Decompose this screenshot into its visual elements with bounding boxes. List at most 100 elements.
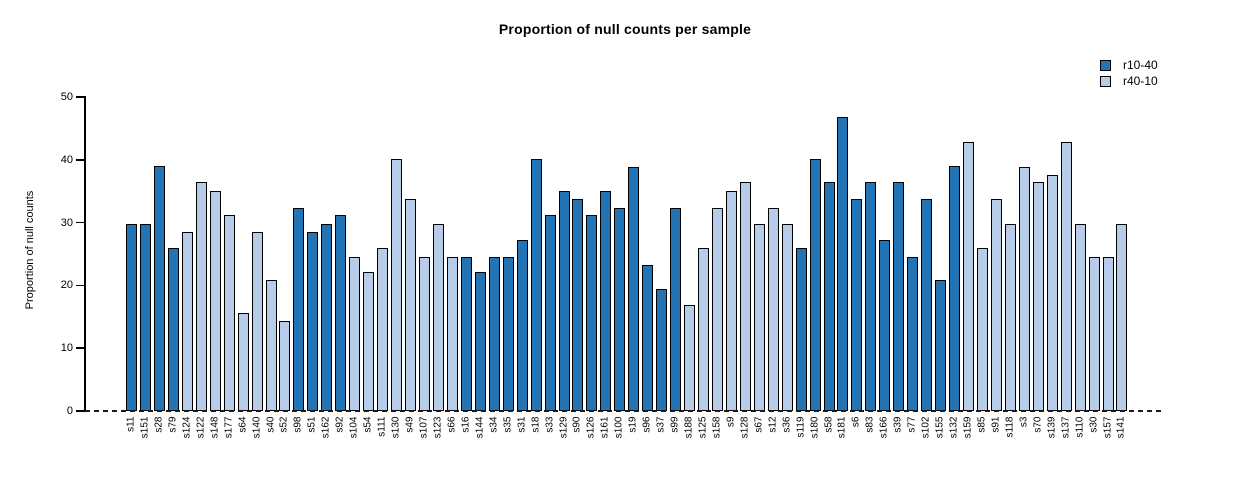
x-tick-label-s18: s18: [530, 416, 541, 433]
x-tick-label-s181: s181: [836, 416, 848, 438]
x-tick-label-s49: s49: [404, 416, 416, 433]
bar-s39: [893, 182, 905, 411]
bar-s177: [223, 215, 235, 411]
x-tick-label-s30: s30: [1088, 416, 1099, 433]
bar-s18: [530, 158, 542, 411]
bar-s130: [391, 158, 403, 411]
x-tick-label-s132: s132: [948, 416, 960, 438]
x-tick-label-s151: s151: [139, 416, 151, 438]
x-tick-label-s54: s54: [362, 416, 374, 433]
y-axis-tick: [76, 96, 84, 98]
bar-s132: [949, 166, 960, 411]
chart-title: Proportion of null counts per sample: [498, 21, 752, 37]
bar-s51: [307, 232, 319, 411]
bar-s28: [153, 166, 165, 411]
x-tick-label-s162: s162: [320, 416, 332, 438]
bar-s77: [907, 257, 919, 411]
x-tick-label-s90: s90: [571, 416, 583, 433]
x-tick-label-s111: s111: [376, 416, 388, 437]
bar-s52: [279, 321, 291, 411]
bar-s139: [1046, 174, 1058, 411]
x-tick-label-s3: s3: [1018, 416, 1030, 427]
x-tick-label-s102: s102: [920, 416, 932, 438]
x-tick-label-s107: s107: [418, 416, 430, 438]
bar-s188: [684, 304, 695, 411]
bar-s180: [809, 158, 821, 411]
x-tick-label-s119: s119: [795, 416, 807, 437]
bar-s110: [1074, 223, 1086, 411]
bar-s31: [516, 239, 528, 411]
x-tick-label-s129: s129: [558, 416, 569, 438]
x-tick-label-s158: s158: [711, 416, 723, 438]
x-tick-label-s6: s6: [850, 416, 862, 427]
x-tick-label-s66: s66: [446, 416, 458, 433]
bar-s166: [879, 239, 891, 411]
x-tick-label-s188: s188: [683, 416, 695, 438]
legend-swatch-r10-40-icon: [1100, 59, 1111, 71]
bar-s58: [823, 182, 835, 411]
bar-s137: [1060, 141, 1072, 411]
x-tick-label-s148: s148: [209, 416, 221, 438]
x-tick-label-s28: s28: [153, 416, 165, 433]
y-axis-tick: [76, 410, 84, 412]
x-tick-label-s67: s67: [753, 416, 765, 433]
x-tick-label-s34: s34: [488, 416, 500, 433]
bar-s16: [460, 257, 472, 411]
x-tick-label-s141: s141: [1115, 416, 1127, 438]
x-tick-label-s51: s51: [306, 416, 318, 433]
bar-s157: [1102, 257, 1114, 411]
x-tick-label-s123: s123: [432, 416, 444, 438]
bar-s159: [963, 141, 974, 411]
x-tick-label-s11: s11: [125, 416, 137, 432]
bar-s91: [990, 199, 1002, 411]
x-tick-label-s79: s79: [167, 416, 179, 433]
bar-s64: [237, 313, 249, 411]
x-tick-label-s139: s139: [1046, 416, 1058, 438]
x-tick-label-s126: s126: [585, 416, 597, 438]
x-tick-label-s31: s31: [516, 416, 528, 433]
bar-s19: [628, 166, 640, 411]
x-tick-label-s37: s37: [655, 416, 667, 433]
bar-s126: [586, 215, 598, 411]
bar-s128: [739, 182, 751, 411]
bar-s12: [767, 207, 779, 411]
bar-s98: [293, 207, 305, 411]
bar-s49: [405, 199, 416, 411]
x-tick-label-s166: s166: [878, 416, 890, 438]
bar-s34: [488, 257, 500, 411]
x-tick-label-s12: s12: [767, 416, 779, 433]
bar-s158: [711, 207, 723, 411]
bar-s79: [167, 247, 179, 411]
bar-s124: [181, 232, 193, 411]
bar-s161: [600, 191, 612, 411]
bar-s36: [781, 223, 793, 411]
bar-s6: [851, 199, 863, 411]
legend-label-r10-40: r10-40: [1123, 58, 1158, 72]
x-tick-label-s130: s130: [390, 416, 402, 438]
y-tick-label-10: 10: [60, 342, 73, 355]
legend: r10-40 r40-10: [1100, 59, 1158, 91]
x-tick-label-s35: s35: [502, 416, 514, 433]
bar-s90: [572, 199, 584, 411]
legend-label-r40-10: r40-10: [1123, 74, 1158, 88]
x-tick-label-s33: s33: [544, 416, 555, 433]
y-tick-label-30: 30: [60, 216, 73, 229]
x-tick-label-s9: s9: [725, 416, 737, 427]
x-tick-label-s58: s58: [823, 416, 834, 433]
y-axis-tick: [76, 347, 84, 349]
y-axis-tick: [76, 284, 84, 287]
bar-s123: [432, 223, 444, 411]
bar-s67: [753, 223, 765, 411]
y-axis-line: [84, 96, 86, 412]
bar-s11: [126, 223, 137, 411]
bar-s37: [656, 288, 668, 411]
x-tick-label-s157: s157: [1102, 416, 1113, 438]
y-tick-label-0: 0: [66, 405, 73, 417]
bar-s100: [614, 207, 626, 411]
y-tick-label-40: 40: [60, 153, 73, 166]
x-tick-label-s16: s16: [460, 416, 472, 433]
bar-s129: [558, 191, 570, 411]
bar-s102: [921, 199, 933, 411]
bar-s66: [446, 257, 458, 411]
